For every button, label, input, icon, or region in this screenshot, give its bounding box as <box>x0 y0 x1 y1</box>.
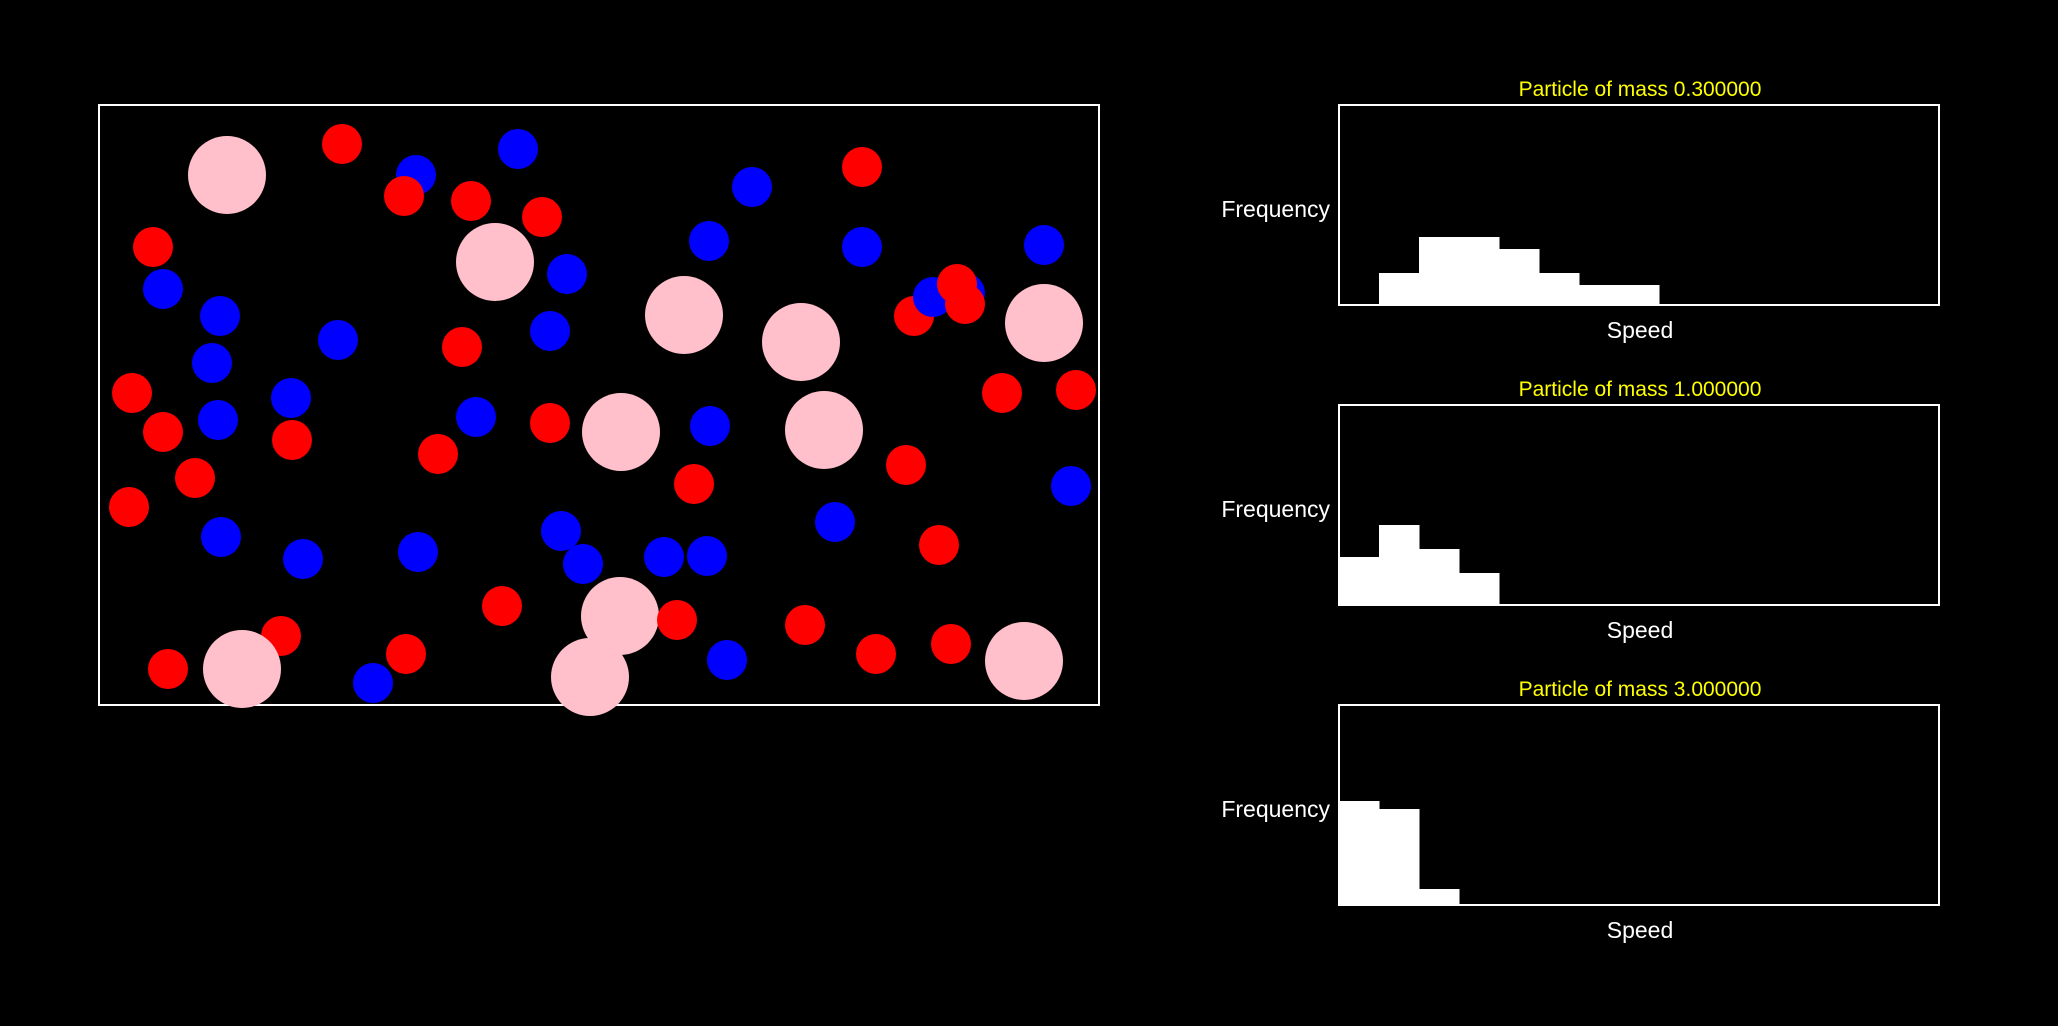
histogram-bar <box>1459 237 1500 305</box>
particle-mass-1 <box>689 221 729 261</box>
particle-mass-1 <box>644 537 684 577</box>
particle-mass-0-3 <box>418 434 458 474</box>
particle-mass-0-3 <box>522 197 562 237</box>
particle-mass-3 <box>785 391 863 469</box>
particle-mass-3 <box>1005 284 1083 362</box>
particle-mass-1 <box>498 129 538 169</box>
particle-mass-3 <box>456 223 534 301</box>
particle-mass-0-3 <box>272 420 312 460</box>
particle-mass-1 <box>563 544 603 584</box>
histogram-mass-0-3: Particle of mass 0.300000 Frequency Spee… <box>1221 78 1940 343</box>
particle-mass-0-3 <box>530 403 570 443</box>
histogram-bar <box>1459 573 1500 605</box>
particle-mass-1 <box>318 320 358 360</box>
particle-mass-0-3 <box>674 464 714 504</box>
particle-mass-0-3 <box>937 264 977 304</box>
histogram-bar <box>1379 525 1420 605</box>
particle-mass-0-3 <box>842 147 882 187</box>
histogram-xlabel: Speed <box>1607 317 1674 343</box>
histogram-title: Particle of mass 1.000000 <box>1519 378 1762 401</box>
histogram-ylabel: Frequency <box>1221 796 1330 822</box>
particle-mass-3 <box>985 622 1063 700</box>
particle-mass-0-3 <box>148 649 188 689</box>
particle-mass-3 <box>551 638 629 716</box>
histogram-frame <box>1338 404 1940 606</box>
particle-mass-0-3 <box>442 327 482 367</box>
particle-mass-0-3 <box>386 634 426 674</box>
particle-mass-0-3 <box>886 445 926 485</box>
particle-mass-0-3 <box>931 624 971 664</box>
particle-mass-3 <box>203 630 281 708</box>
particle-mass-0-3 <box>175 458 215 498</box>
particle-mass-1 <box>353 663 393 703</box>
histogram-bar <box>1539 273 1580 305</box>
histogram-bar <box>1419 549 1460 605</box>
histogram-bar <box>1339 557 1380 605</box>
histogram-bar <box>1339 801 1380 905</box>
particle-box <box>98 104 1100 716</box>
particle-mass-1 <box>530 311 570 351</box>
particle-mass-1 <box>283 539 323 579</box>
particle-mass-0-3 <box>143 412 183 452</box>
particles-layer <box>109 124 1096 716</box>
particle-mass-0-3 <box>785 605 825 645</box>
particle-mass-0-3 <box>451 181 491 221</box>
histogram-bar <box>1379 273 1420 305</box>
particle-mass-1 <box>842 227 882 267</box>
particle-mass-1 <box>690 406 730 446</box>
particle-mass-0-3 <box>322 124 362 164</box>
histogram-ylabel: Frequency <box>1221 496 1330 522</box>
particle-mass-1 <box>198 400 238 440</box>
histogram-ylabel: Frequency <box>1221 196 1330 222</box>
particle-mass-1 <box>541 511 581 551</box>
histogram-mass-3: Particle of mass 3.000000 Frequency Spee… <box>1221 678 1940 943</box>
particle-mass-0-3 <box>919 525 959 565</box>
particle-mass-1 <box>1024 225 1064 265</box>
particle-mass-1 <box>271 378 311 418</box>
particle-mass-1 <box>707 640 747 680</box>
histogram-mass-1: Particle of mass 1.000000 Frequency Spee… <box>1221 378 1940 643</box>
histogram-bar <box>1419 889 1460 905</box>
histogram-bar <box>1379 809 1420 905</box>
histogram-xlabel: Speed <box>1607 917 1674 943</box>
histogram-bar <box>1419 237 1460 305</box>
particle-mass-1 <box>192 343 232 383</box>
particle-mass-0-3 <box>112 373 152 413</box>
particle-mass-0-3 <box>856 634 896 674</box>
histogram-bars <box>1379 237 1660 305</box>
histogram-bar <box>1499 249 1540 305</box>
histogram-title: Particle of mass 3.000000 <box>1519 678 1762 701</box>
particle-mass-1 <box>687 536 727 576</box>
particle-mass-0-3 <box>384 176 424 216</box>
particle-mass-3 <box>762 303 840 381</box>
particle-mass-0-3 <box>482 586 522 626</box>
particle-mass-3 <box>188 136 266 214</box>
particle-mass-1 <box>1051 466 1091 506</box>
particle-mass-3 <box>645 276 723 354</box>
particle-mass-0-3 <box>657 600 697 640</box>
particle-mass-3 <box>581 577 659 655</box>
histogram-bars <box>1339 525 1500 605</box>
particle-mass-1 <box>200 296 240 336</box>
histogram-bars <box>1339 801 1460 905</box>
particle-mass-1 <box>201 517 241 557</box>
particle-mass-1 <box>456 397 496 437</box>
particle-mass-0-3 <box>982 373 1022 413</box>
histogram-bar <box>1579 285 1620 305</box>
particle-mass-1 <box>398 532 438 572</box>
particle-mass-0-3 <box>133 227 173 267</box>
particle-mass-1 <box>815 502 855 542</box>
particle-mass-1 <box>732 167 772 207</box>
particle-mass-1 <box>143 269 183 309</box>
histogram-title: Particle of mass 0.300000 <box>1519 78 1762 101</box>
particle-mass-3 <box>582 393 660 471</box>
histogram-xlabel: Speed <box>1607 617 1674 643</box>
histogram-bar <box>1619 285 1660 305</box>
particle-mass-1 <box>547 254 587 294</box>
particle-mass-0-3 <box>1056 370 1096 410</box>
particle-mass-0-3 <box>109 487 149 527</box>
